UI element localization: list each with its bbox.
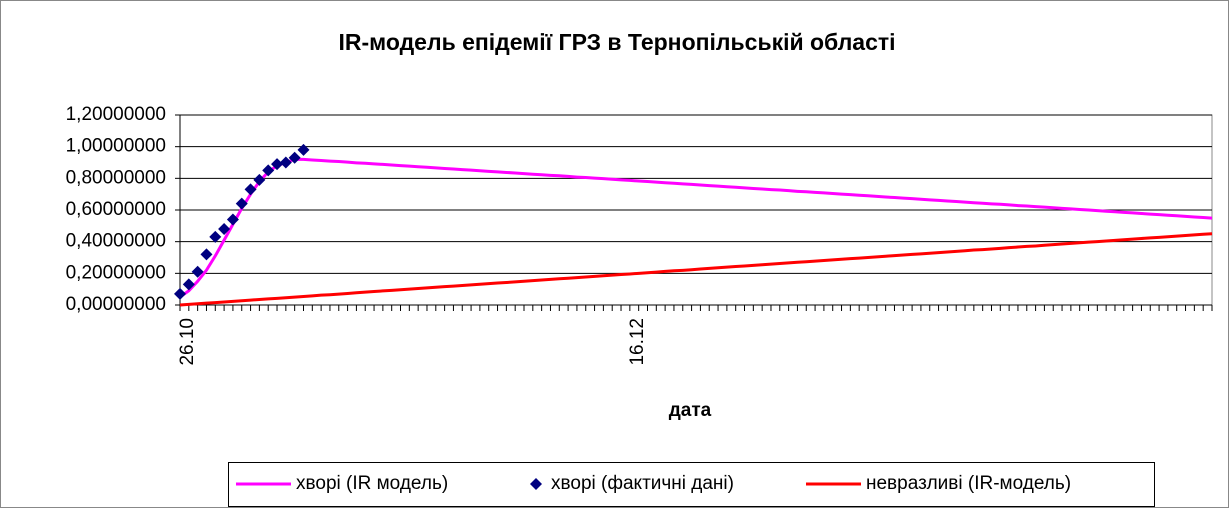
legend-label: хворі (фактичні дані) xyxy=(551,473,734,494)
series-line xyxy=(179,232,1213,307)
data-point xyxy=(226,213,239,226)
y-tick-label: 1,00000000 xyxy=(66,136,166,157)
y-tick-label: 0,80000000 xyxy=(66,167,166,188)
legend-marker xyxy=(530,478,542,490)
chart-title: IR-модель епідемії ГРЗ в Тернопільській … xyxy=(338,29,895,55)
legend-label: невразливі (IR-модель) xyxy=(866,473,1071,494)
x-tick-label: 26.10 xyxy=(177,318,198,366)
data-point xyxy=(200,248,213,261)
data-point xyxy=(262,164,275,177)
data-point xyxy=(297,143,310,156)
y-tick-label: 0,00000000 xyxy=(66,294,166,315)
legend-box xyxy=(228,462,1155,507)
data-point xyxy=(182,278,195,291)
series-line xyxy=(179,157,1213,299)
data-point xyxy=(279,156,292,169)
data-point xyxy=(191,265,204,278)
legend-label: хворі (IR модель) xyxy=(296,473,448,494)
data-point xyxy=(271,158,284,171)
data-point xyxy=(288,151,301,164)
data-point xyxy=(174,287,186,300)
y-tick-label: 0,20000000 xyxy=(66,262,166,283)
data-point xyxy=(218,223,231,235)
x-tick-label: 16.12 xyxy=(627,318,648,366)
data-point xyxy=(209,230,222,243)
x-axis-label: дата xyxy=(669,400,712,421)
data-point xyxy=(235,197,248,210)
y-tick-label: 0,60000000 xyxy=(66,199,166,220)
data-point xyxy=(244,183,257,196)
y-tick-label: 0,40000000 xyxy=(66,231,166,252)
data-point xyxy=(253,173,266,186)
y-tick-label: 1,20000000 xyxy=(66,104,166,125)
